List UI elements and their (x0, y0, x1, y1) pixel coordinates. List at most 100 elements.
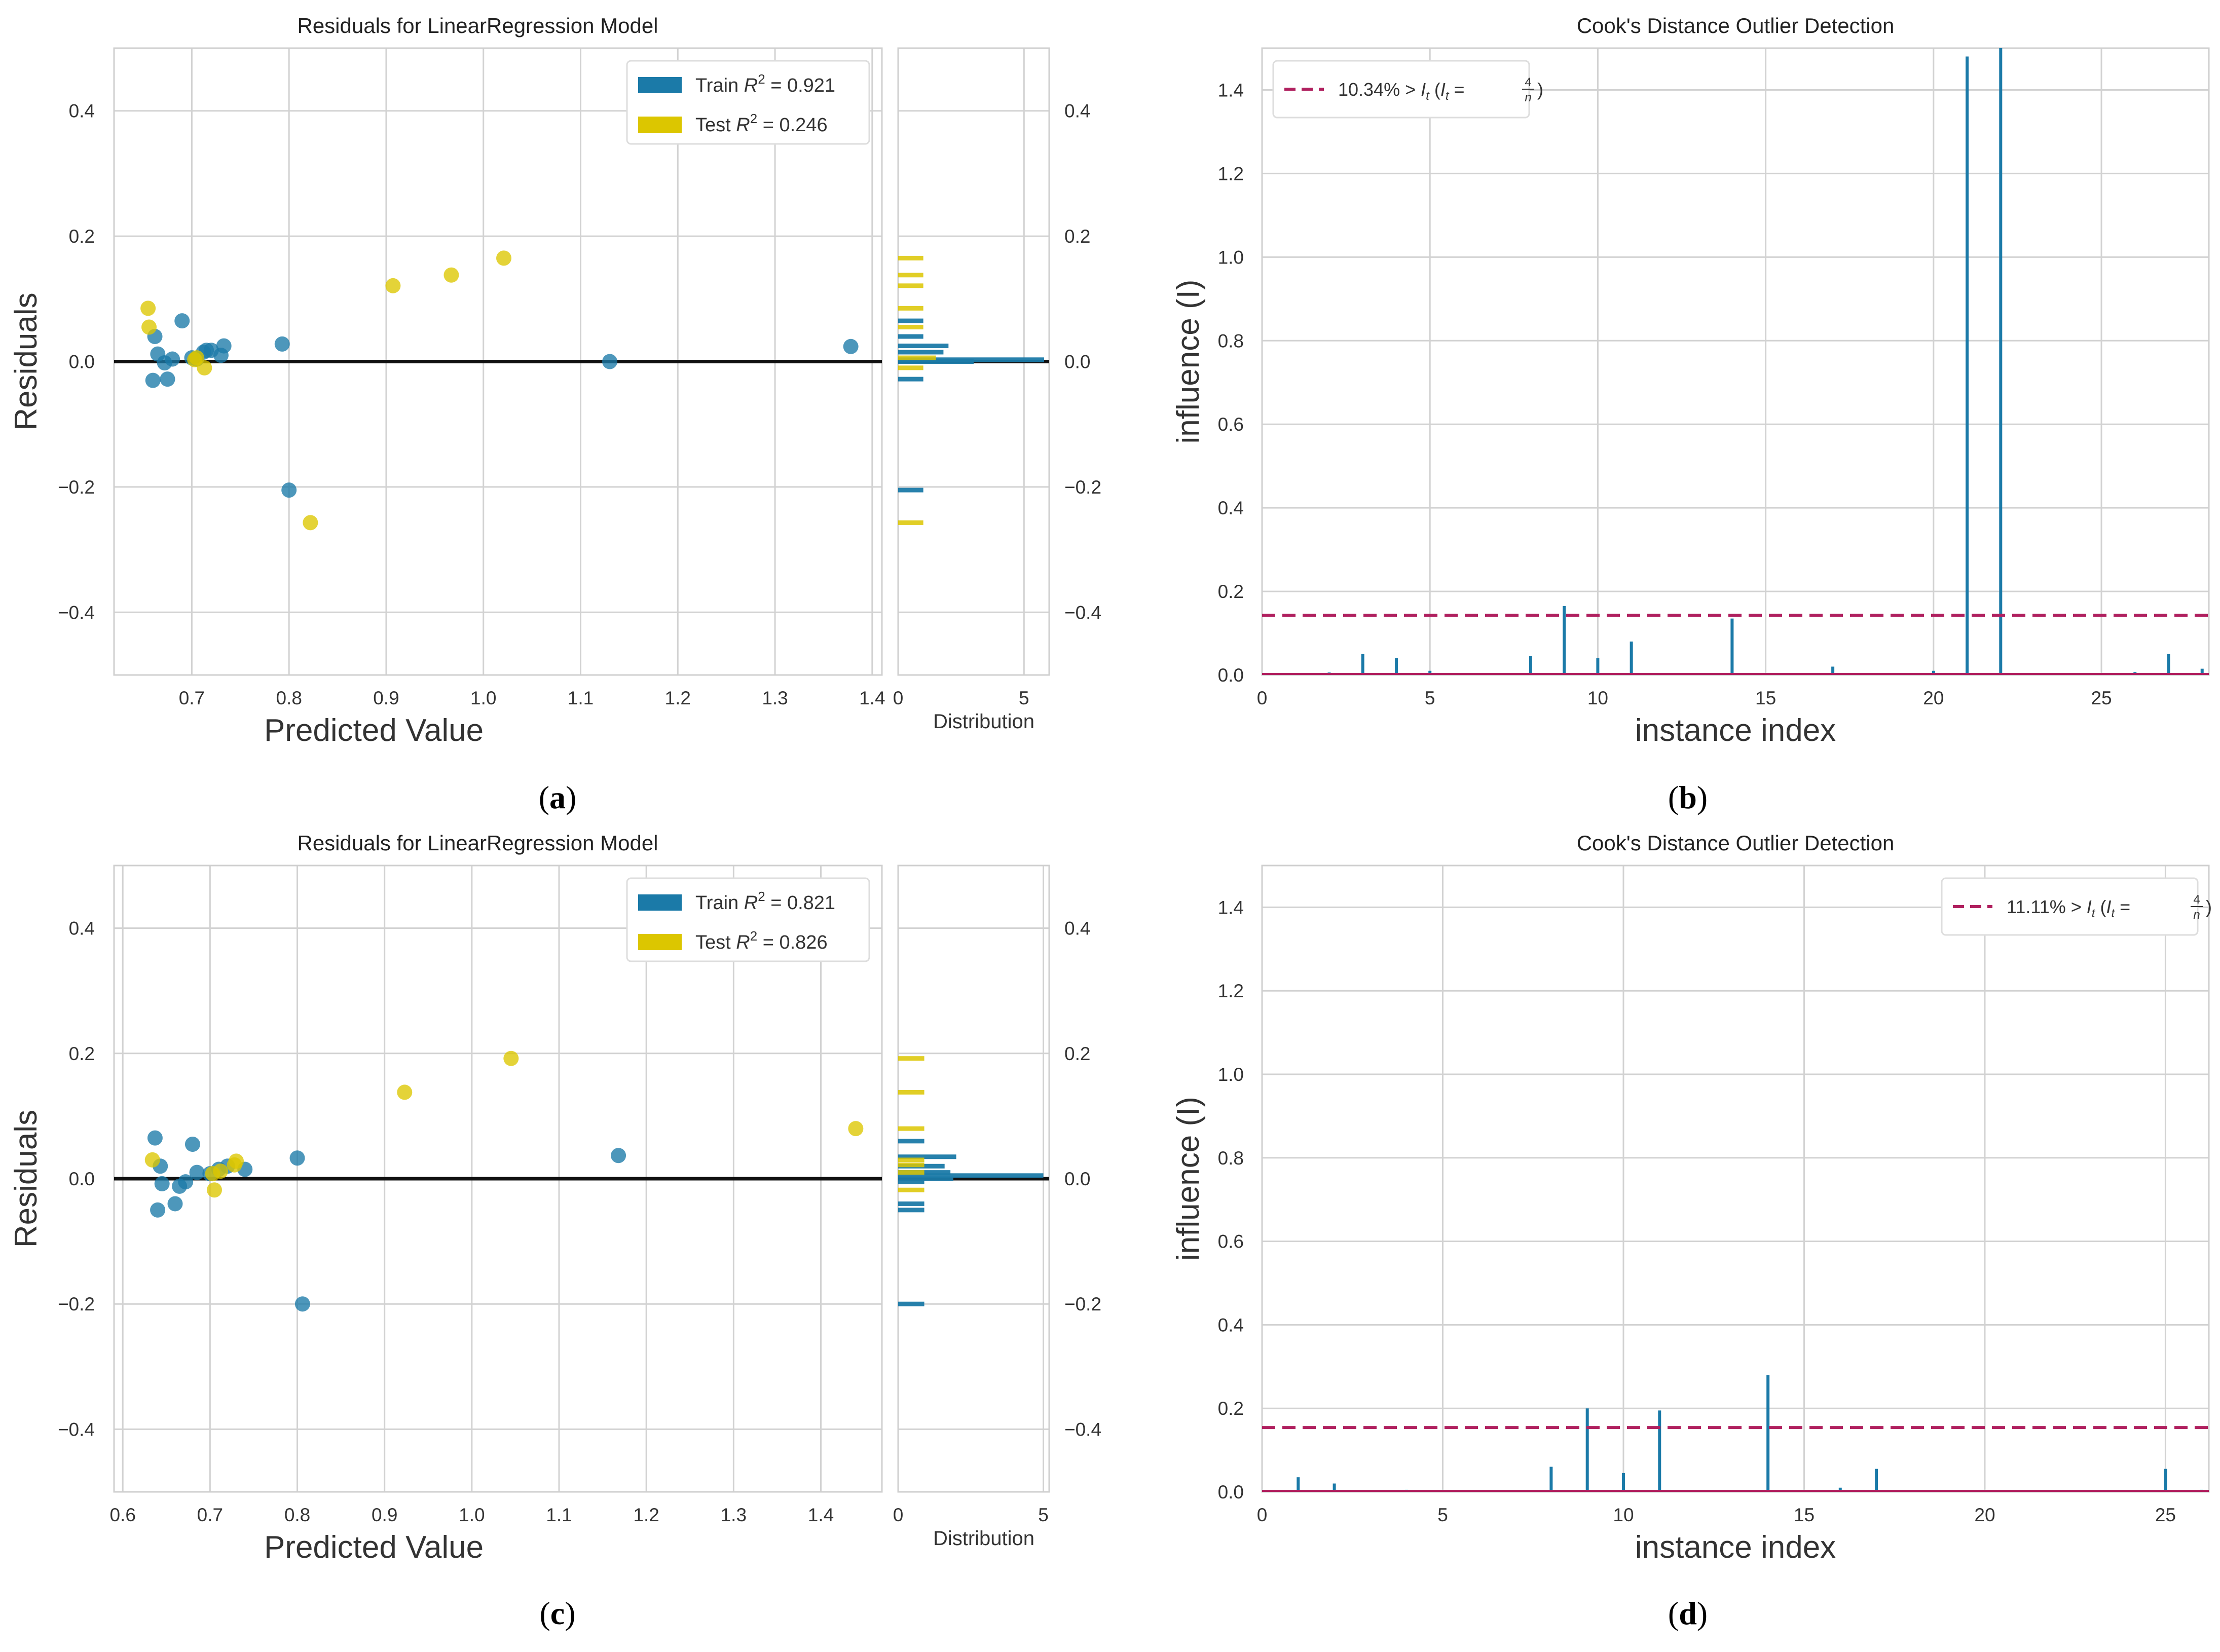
c-distribution-bar-test (898, 1090, 924, 1095)
c-distribution-bar-train (898, 1139, 924, 1144)
a-dist-x-tick-label: 5 (1019, 688, 1029, 708)
a-dist-x-tick-label: 0 (893, 688, 904, 708)
a-point-test (443, 267, 459, 283)
c-point-train (289, 1150, 305, 1166)
b-legend-close-paren: ) (1537, 79, 1543, 100)
a-legend-label-test: Test R2 = 0.246 (695, 111, 828, 136)
c-point-test (229, 1153, 244, 1169)
b-x-axis-label: instance index (1635, 713, 1836, 748)
d-x-tick-label: 0 (1257, 1505, 1268, 1525)
a-distribution-bar-train (898, 344, 949, 349)
c-x-tick-label: 0.7 (197, 1505, 223, 1525)
a-y-tick-label: 0.0 (69, 352, 95, 372)
c-point-train (184, 1137, 200, 1152)
a-distribution-bar-train (898, 318, 923, 323)
a-x-tick-label: 0.9 (373, 688, 399, 708)
b-y-tick-label: 0.0 (1218, 665, 1244, 686)
a-x-tick-label: 1.3 (762, 688, 788, 708)
d-y-tick-label: 1.2 (1218, 981, 1244, 1001)
a-x-tick-label: 1.1 (568, 688, 594, 708)
b-legend-fraction: 4n (1522, 76, 1534, 104)
panel-d-caption: (d) (1668, 1595, 1708, 1631)
c-legend-swatch-train (638, 894, 682, 911)
a-legend-box (626, 60, 870, 145)
panel-c-caption: (c) (539, 1595, 575, 1631)
a-dist-y-tick-label: −0.4 (1064, 602, 1101, 623)
d-y-tick-label: 0.0 (1218, 1482, 1244, 1503)
b-legend-numerator: 4 (1525, 76, 1531, 89)
a-point-test (197, 360, 212, 376)
a-point-train (274, 336, 290, 352)
d-x-tick-label: 10 (1613, 1505, 1634, 1525)
d-y-axis-label: influence (I) (1171, 1097, 1206, 1261)
c-chart-title: Residuals for LinearRegression Model (297, 831, 658, 855)
d-x-tick-label: 25 (2155, 1505, 2176, 1525)
c-point-test (397, 1084, 413, 1100)
b-chart-title: Cook's Distance Outlier Detection (1577, 14, 1895, 37)
a-distribution-bar-train (898, 487, 923, 493)
c-y-axis-label: Residuals (9, 1110, 44, 1248)
b-legend: 10.34% > It (It = 4n) (1272, 60, 1543, 119)
a-distribution-bar-train (898, 377, 923, 382)
panel-b-caption: (b) (1668, 779, 1708, 815)
d-legend: 11.11% > It (It = 4n) (1941, 877, 2212, 936)
a-x-tick-label: 0.8 (276, 688, 302, 708)
d-legend-fraction: 4n (2191, 893, 2203, 922)
a-distribution-bar-test (898, 355, 936, 360)
b-x-tick-label: 5 (1425, 688, 1435, 708)
a-legend: Train R2 = 0.921 Test R2 = 0.246 (626, 60, 870, 145)
a-distribution-bar-test (898, 255, 923, 260)
c-point-train (147, 1130, 163, 1146)
d-chart-title: Cook's Distance Outlier Detection (1577, 831, 1895, 855)
b-x-tick-label: 10 (1587, 688, 1608, 708)
d-y-tick-label: 0.2 (1218, 1398, 1244, 1419)
b-x-tick-label: 15 (1755, 688, 1776, 708)
b-y-tick-label: 0.4 (1218, 498, 1244, 518)
c-dist-y-tick-label: 0.2 (1064, 1043, 1090, 1064)
a-point-train (165, 351, 180, 367)
c-point-train (189, 1165, 205, 1180)
c-point-train (150, 1202, 166, 1218)
a-point-train (145, 372, 161, 388)
a-distribution-bar-test (898, 520, 923, 525)
b-x-tick-label: 25 (2091, 688, 2112, 708)
a-point-train (843, 339, 859, 354)
a-point-train (281, 482, 297, 498)
cooks-distance-chart-d: 0 5 10 15 20 25 0.0 0.2 0.4 0.6 0.8 1.0 1.2 1.4 Cook's… (1171, 831, 2212, 1565)
b-legend-denominator: n (1525, 91, 1531, 104)
a-point-train (602, 354, 618, 369)
a-y-tick-label: −0.2 (58, 477, 95, 498)
a-y-tick-label: −0.4 (58, 602, 95, 623)
c-y-tick-label: −0.4 (58, 1419, 95, 1440)
b-y-axis-label: influence (I) (1171, 280, 1206, 444)
c-legend-label-test: Test R2 = 0.826 (695, 928, 828, 953)
b-x-tick-label: 0 (1257, 688, 1268, 708)
cooks-distance-chart-b: 0 5 10 15 20 25 0.0 0.2 0.4 0.6 0.8 1.0 1.2 1.4 Cook's… (1171, 14, 2210, 748)
a-y-tick-label: 0.2 (69, 226, 95, 247)
c-x-axis-label: Predicted Value (264, 1530, 484, 1565)
a-x-tick-label: 1.4 (859, 688, 885, 708)
c-x-tick-label: 1.0 (459, 1505, 485, 1525)
a-point-train (216, 338, 232, 354)
d-legend-numerator: 4 (2193, 893, 2200, 907)
a-legend-swatch-train (638, 77, 682, 93)
c-point-test (213, 1163, 229, 1179)
c-distribution-bar-train (898, 1301, 924, 1306)
c-dist-y-tick-label: 0.0 (1064, 1169, 1090, 1189)
a-distribution-bar-test (898, 283, 923, 288)
a-point-test (141, 319, 157, 335)
a-y-tick-label: 0.4 (69, 101, 95, 122)
c-point-train (167, 1196, 183, 1212)
c-x-tick-label: 1.3 (721, 1505, 747, 1525)
c-distribution-label: Distribution (933, 1527, 1034, 1550)
b-y-tick-label: 1.4 (1218, 80, 1244, 100)
d-legend-close-paren: ) (2206, 896, 2212, 917)
b-y-tick-label: 0.6 (1218, 414, 1244, 435)
c-distribution-bar-train (898, 1154, 956, 1159)
c-point-test (848, 1121, 864, 1137)
c-distribution-bar-test (898, 1187, 924, 1192)
c-legend-label-train: Train R2 = 0.821 (695, 889, 835, 914)
a-x-tick-label: 1.2 (665, 688, 691, 708)
d-legend-denominator: n (2193, 908, 2200, 922)
